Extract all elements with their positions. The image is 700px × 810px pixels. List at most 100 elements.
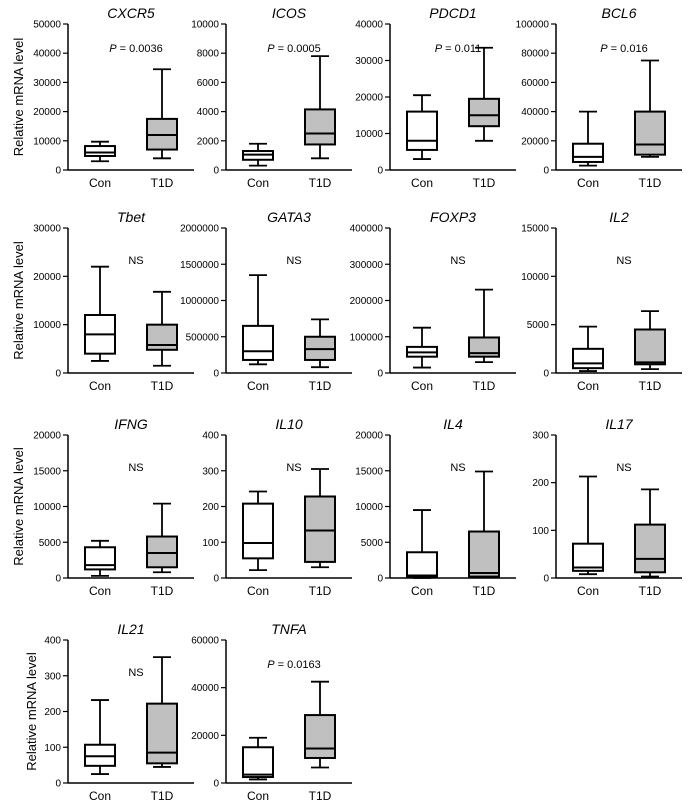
y-tick-label: 100 (532, 526, 549, 537)
x-category-label: T1D (639, 379, 662, 393)
iqr-box (406, 551, 438, 578)
box-t1d (634, 488, 666, 578)
x-category-label: Con (89, 176, 111, 190)
box-con (84, 140, 116, 163)
box-t1d (146, 656, 178, 768)
y-tick-label: 10000 (355, 502, 383, 513)
significance-label: P = 0.016 (600, 43, 647, 55)
y-tick-label: 1500000 (180, 260, 219, 271)
y-tick-label: 50000 (33, 20, 61, 31)
panel-title: BCL6 (601, 5, 636, 21)
y-tick-label: 40000 (33, 49, 61, 60)
y-tick-label: 100000 (350, 332, 384, 343)
x-category-label: Con (411, 584, 433, 598)
iqr-box (468, 336, 500, 358)
x-category-label: T1D (309, 584, 332, 598)
y-tick-label: 20000 (33, 431, 61, 442)
y-tick-label: 1000000 (180, 296, 219, 307)
y-tick-label: 30000 (355, 56, 383, 67)
significance-label: NS (128, 667, 143, 679)
panel-title: IL21 (117, 621, 144, 637)
box-t1d (146, 502, 178, 574)
y-tick-label: 200 (532, 478, 549, 489)
y-tick-label: 0 (543, 166, 549, 177)
y-tick-label: 100 (44, 743, 61, 754)
y-tick-label: 30000 (33, 224, 61, 235)
panel-title: Tbet (117, 209, 146, 225)
iqr-box (634, 328, 666, 366)
panel-foxp3: 0 100000 200000 300000 400000 FOXP3 Con T1D NS (350, 209, 516, 393)
y-tick-label: 0 (213, 369, 219, 380)
y-axis-title: Relative mRNA level (11, 447, 26, 566)
y-tick-label: 0 (377, 574, 383, 585)
y-tick-label: 300 (44, 671, 61, 682)
y-tick-label: 400000 (350, 224, 384, 235)
box-t1d (146, 290, 178, 367)
y-tick-label: 0 (213, 779, 219, 790)
y-tick-label: 10000 (521, 272, 549, 283)
x-category-label: Con (247, 379, 269, 393)
box-con (242, 142, 274, 167)
iqr-box (242, 502, 274, 560)
x-category-label: T1D (309, 789, 332, 803)
y-tick-label: 80000 (521, 49, 549, 60)
panel-ifng: 0 5000 10000 15000 20000 IFNG Con T1D NS (33, 416, 194, 598)
y-tick-label: 2000 (197, 136, 220, 147)
iqr-box (468, 530, 500, 578)
y-tick-label: 4000 (197, 107, 220, 118)
iqr-box (146, 535, 178, 569)
y-tick-label: 200000 (350, 296, 384, 307)
box-t1d (468, 470, 500, 579)
significance-label: NS (128, 462, 143, 474)
x-category-label: T1D (151, 584, 174, 598)
box-con (572, 325, 604, 372)
panel-bcl6: 0 20000 40000 60000 80000 100000 BCL6 Con T1D P =… (516, 5, 682, 190)
x-category-label: Con (577, 379, 599, 393)
y-tick-label: 10000 (33, 502, 61, 513)
y-tick-label: 0 (543, 369, 549, 380)
box-con (406, 326, 438, 369)
panel-icos: 0 2000 4000 6000 8000 10000 ICOS Con T1D P = 0.00… (191, 5, 352, 190)
box-t1d (304, 680, 336, 769)
y-tick-label: 0 (55, 574, 61, 585)
panel-il17: 0 100 200 300 IL17 Con T1D NS (532, 416, 682, 598)
y-tick-label: 20000 (33, 272, 61, 283)
y-tick-label: 0 (377, 166, 383, 177)
box-con (572, 110, 604, 167)
y-tick-label: 300000 (350, 260, 384, 271)
box-con (84, 539, 116, 577)
y-tick-label: 6000 (197, 78, 220, 89)
significance-label: NS (450, 255, 465, 267)
box-con (242, 736, 274, 781)
y-tick-label: 30000 (33, 78, 61, 89)
y-tick-label: 15000 (355, 466, 383, 477)
significance-label: P = 0.0005 (267, 43, 321, 55)
y-tick-label: 100 (202, 538, 219, 549)
iqr-box (84, 145, 116, 157)
x-category-label: T1D (309, 379, 332, 393)
iqr-box (242, 324, 274, 361)
y-tick-label: 0 (55, 369, 61, 380)
box-t1d (634, 310, 666, 371)
iqr-box (572, 542, 604, 572)
y-tick-label: 10000 (33, 320, 61, 331)
significance-label: NS (286, 255, 301, 267)
significance-label: NS (616, 462, 631, 474)
y-tick-label: 300 (202, 466, 219, 477)
y-tick-label: 20000 (355, 431, 383, 442)
box-con (242, 490, 274, 572)
y-tick-label: 0 (377, 369, 383, 380)
panel-il21: 0 100 200 300 400 IL21 Con T1D NS (44, 621, 194, 803)
panel-title: IL2 (609, 209, 629, 225)
box-t1d (634, 59, 666, 158)
x-category-label: T1D (151, 789, 174, 803)
y-tick-label: 15000 (33, 466, 61, 477)
y-tick-label: 40000 (191, 683, 219, 694)
iqr-box (406, 110, 438, 151)
y-tick-label: 40000 (521, 107, 549, 118)
x-category-label: Con (577, 584, 599, 598)
box-con (572, 475, 604, 576)
box-t1d (146, 68, 178, 160)
x-category-label: Con (89, 789, 111, 803)
